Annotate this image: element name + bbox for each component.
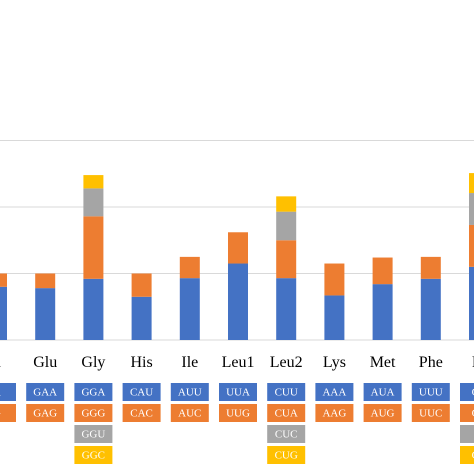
codon-label: CUG [275, 450, 298, 462]
codon-label: CAC [130, 408, 153, 420]
codon-box [460, 425, 474, 443]
bar-segment-pro-3 [469, 193, 474, 225]
codon-box [411, 404, 450, 422]
bar-segment-pro-1 [469, 266, 474, 340]
bar-segment-pro-4 [469, 173, 474, 194]
codon-box [74, 446, 113, 464]
codon-box [219, 404, 257, 422]
codon-box [460, 404, 474, 422]
category-label: n [0, 354, 1, 371]
bar-segment-leu2-4 [276, 196, 297, 212]
codon-box [0, 404, 16, 422]
codon-box [267, 425, 306, 443]
codon-label: GAG [33, 408, 57, 420]
codon-box [267, 404, 306, 422]
codon-label: AUA [371, 387, 395, 399]
bar-segment-leu2-1 [276, 278, 297, 340]
bar-segment-phe-2 [420, 256, 441, 279]
codon-label: GAA [33, 387, 57, 399]
codon-label: CAU [130, 387, 153, 399]
category-label: Ile [181, 354, 198, 371]
bar-segment-met-1 [372, 284, 393, 340]
bar-segment-leu2-3 [276, 211, 297, 241]
codon-box [219, 383, 257, 401]
codon-box [460, 383, 474, 401]
codon-label: AUC [178, 408, 201, 420]
codon-box [122, 383, 161, 401]
codon-label: AUU [178, 387, 202, 399]
codon-box [26, 383, 65, 401]
bar-segment-gly-3 [83, 188, 104, 217]
codon-label: A [0, 387, 1, 399]
codon-boxes: AG GAA GAG GGA GGG GGU GGC CAU CAC AUU AUC UUA UUG CU… [0, 383, 474, 464]
bar-segment-ile-1 [179, 278, 200, 340]
bar-segment-leu2-2 [276, 240, 297, 279]
bar-segment-gly-1 [83, 278, 104, 340]
codon-label: AUG [371, 408, 395, 420]
codon-label: CC [472, 450, 474, 462]
codon-box [267, 383, 306, 401]
category-label: Met [370, 354, 396, 371]
bar-segment-asn-1 [0, 286, 7, 340]
codon-label: CUU [275, 387, 298, 399]
codon-label: UUA [226, 387, 250, 399]
codon-label: GGA [81, 387, 105, 399]
category-label: Gly [81, 354, 105, 371]
category-label: Leu1 [222, 354, 255, 371]
bar-segment-met-2 [372, 257, 393, 285]
bar-segment-ile-2 [179, 256, 200, 279]
bar-segment-his-1 [131, 296, 152, 340]
codon-box [315, 383, 354, 401]
codon-label: AAG [322, 408, 346, 420]
codon-box [74, 404, 113, 422]
codon-box [363, 383, 402, 401]
bar-segment-phe-1 [420, 278, 441, 340]
codon-label: CUC [275, 429, 298, 441]
codon-box [170, 404, 209, 422]
codon-label: GGC [82, 450, 105, 462]
category-label: His [130, 354, 152, 371]
category-label: Leu2 [270, 354, 303, 371]
codon-label: CC [472, 408, 474, 420]
category-label: Phe [419, 354, 443, 371]
codon-box [122, 404, 161, 422]
codon-label: UUU [419, 387, 443, 399]
category-label: Pr [472, 354, 474, 371]
codon-label: AAA [322, 387, 346, 399]
codon-box [74, 383, 113, 401]
bar-segment-gly-2 [83, 216, 104, 279]
codon-label: CC [472, 387, 474, 399]
codon-label: GGG [81, 408, 105, 420]
codon-box [170, 383, 209, 401]
bar-segment-leu1-2 [228, 232, 248, 264]
category-label: Glu [33, 354, 57, 371]
codon-box [26, 404, 65, 422]
codon-label: UUC [419, 408, 442, 420]
codon-box [363, 404, 402, 422]
bar-segment-asn-2 [0, 273, 7, 287]
bar-segment-lys-1 [324, 295, 345, 340]
codon-box [0, 383, 16, 401]
bar-segment-leu1-1 [228, 263, 248, 340]
codon-label: GGU [81, 429, 105, 441]
codon-box [267, 446, 306, 464]
bar-segment-glu-1 [35, 288, 56, 340]
category-label: Lys [323, 354, 346, 371]
bars [0, 173, 474, 340]
codon-label: G [0, 408, 1, 420]
bar-segment-his-2 [131, 273, 152, 297]
bar-segment-gly-4 [83, 175, 104, 189]
codon-label: CUA [275, 408, 298, 420]
codon-box [315, 404, 354, 422]
bar-segment-pro-2 [469, 224, 474, 267]
category-labels: n Glu Gly His Ile Leu1 Leu2 Lys Met Phe Pr [0, 354, 474, 371]
codon-box [460, 446, 474, 464]
codon-box [411, 383, 450, 401]
bar-segment-glu-2 [35, 273, 56, 289]
bar-segment-lys-2 [324, 263, 345, 296]
codon-label: UUG [226, 408, 250, 420]
codon-box [74, 425, 113, 443]
